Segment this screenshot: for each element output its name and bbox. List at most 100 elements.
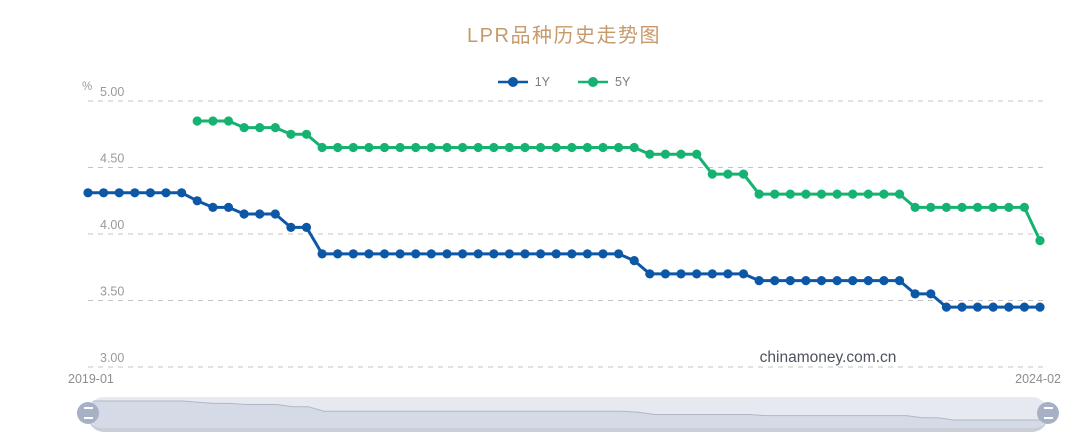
data-point-5y	[192, 116, 202, 126]
data-point-1y	[629, 256, 639, 266]
data-point-5y	[255, 123, 265, 133]
data-point-1y	[411, 249, 421, 259]
grip-icon	[1043, 406, 1053, 419]
data-point-5y	[333, 142, 343, 153]
y-tick-label: 4.00	[100, 218, 124, 232]
data-point-1y	[754, 276, 764, 286]
data-point-5y	[801, 189, 811, 199]
data-point-5y	[536, 142, 546, 153]
data-point-1y	[598, 249, 608, 259]
data-point-5y	[567, 142, 577, 153]
data-point-1y	[723, 269, 733, 279]
data-point-5y	[1019, 202, 1029, 212]
legend-label-1y: 1Y	[534, 75, 550, 89]
slider-preview-area	[88, 401, 1048, 428]
slider-handle-left[interactable]	[77, 401, 99, 424]
data-point-1y	[551, 249, 561, 259]
data-point-1y	[910, 289, 920, 299]
data-point-5y	[629, 142, 639, 153]
chart-title: LPR品种历史走势图	[467, 25, 661, 47]
x-axis-left-label: 2019-01	[68, 372, 114, 386]
data-point-5y	[660, 149, 671, 159]
data-point-1y	[1004, 302, 1014, 312]
y-tick-label: 3.00	[100, 351, 124, 365]
y-tick-label: 4.50	[100, 152, 124, 166]
data-point-5y	[426, 142, 436, 153]
data-point-1y	[114, 188, 124, 198]
data-point-5y	[973, 202, 983, 212]
slider-handle-right[interactable]	[1037, 401, 1059, 424]
data-point-1y	[379, 249, 390, 259]
data-point-1y	[863, 276, 873, 286]
data-point-1y	[177, 188, 187, 198]
data-point-5y	[395, 142, 405, 153]
data-point-5y	[582, 142, 593, 153]
data-point-1y	[317, 249, 327, 259]
data-point-5y	[442, 142, 452, 153]
data-point-5y	[957, 202, 967, 212]
data-point-1y	[738, 269, 749, 279]
data-point-5y	[894, 189, 905, 199]
data-point-5y	[489, 142, 499, 153]
data-point-5y	[239, 123, 249, 133]
data-point-1y	[301, 222, 312, 232]
data-point-5y	[707, 169, 717, 179]
data-point-5y	[270, 123, 280, 133]
slider-preview-chart	[88, 400, 1048, 428]
data-point-5y	[520, 142, 530, 153]
data-point-1y	[832, 276, 842, 286]
data-point-5y	[738, 169, 749, 179]
data-point-5y	[208, 116, 218, 126]
data-point-1y	[926, 289, 936, 299]
legend-marker-1y-icon	[497, 77, 528, 87]
data-point-5y	[926, 202, 936, 212]
data-point-5y	[1035, 236, 1045, 246]
data-point-1y	[83, 188, 93, 198]
data-point-1y	[816, 276, 827, 286]
data-point-1y	[270, 209, 280, 219]
data-point-1y	[348, 249, 358, 259]
data-point-1y	[879, 276, 889, 286]
data-point-5y	[1004, 202, 1014, 212]
data-point-1y	[426, 249, 436, 259]
data-point-5y	[598, 142, 608, 153]
data-point-1y	[458, 249, 468, 259]
data-point-5y	[411, 142, 421, 153]
data-point-1y	[645, 269, 655, 279]
data-point-1y	[364, 249, 374, 259]
data-point-1y	[614, 249, 624, 259]
data-point-1y	[520, 249, 530, 259]
data-point-1y	[161, 188, 171, 198]
data-point-1y	[676, 269, 686, 279]
data-point-5y	[223, 116, 234, 126]
data-point-5y	[364, 142, 374, 153]
data-point-1y	[894, 276, 905, 286]
data-point-1y	[239, 209, 249, 219]
data-point-1y	[660, 269, 671, 279]
watermark: chinamoney.com.cn	[760, 349, 897, 366]
datazoom-slider[interactable]	[77, 397, 1059, 432]
data-point-5y	[816, 189, 827, 199]
data-point-1y	[973, 302, 983, 312]
slider-track[interactable]	[88, 397, 1048, 428]
data-point-5y	[941, 202, 952, 212]
data-point-5y	[770, 189, 780, 199]
data-point-1y	[941, 302, 952, 312]
legend-marker-5y-icon	[578, 77, 608, 87]
data-point-5y	[348, 142, 358, 153]
data-point-1y	[536, 249, 546, 259]
data-point-5y	[692, 149, 702, 159]
legend-item-5y[interactable]: 5Y	[578, 75, 630, 89]
data-point-1y	[692, 269, 702, 279]
data-point-1y	[1035, 302, 1045, 312]
data-point-5y	[301, 129, 312, 139]
data-point-5y	[458, 142, 468, 153]
data-point-1y	[286, 222, 296, 232]
x-axis-right-label: 2024-02	[1015, 372, 1061, 386]
series-line-5y	[197, 119, 1042, 242]
legend-item-1y[interactable]: 1Y	[497, 75, 550, 89]
data-point-5y	[863, 189, 873, 199]
data-point-5y	[848, 189, 858, 199]
data-point-1y	[99, 188, 109, 198]
